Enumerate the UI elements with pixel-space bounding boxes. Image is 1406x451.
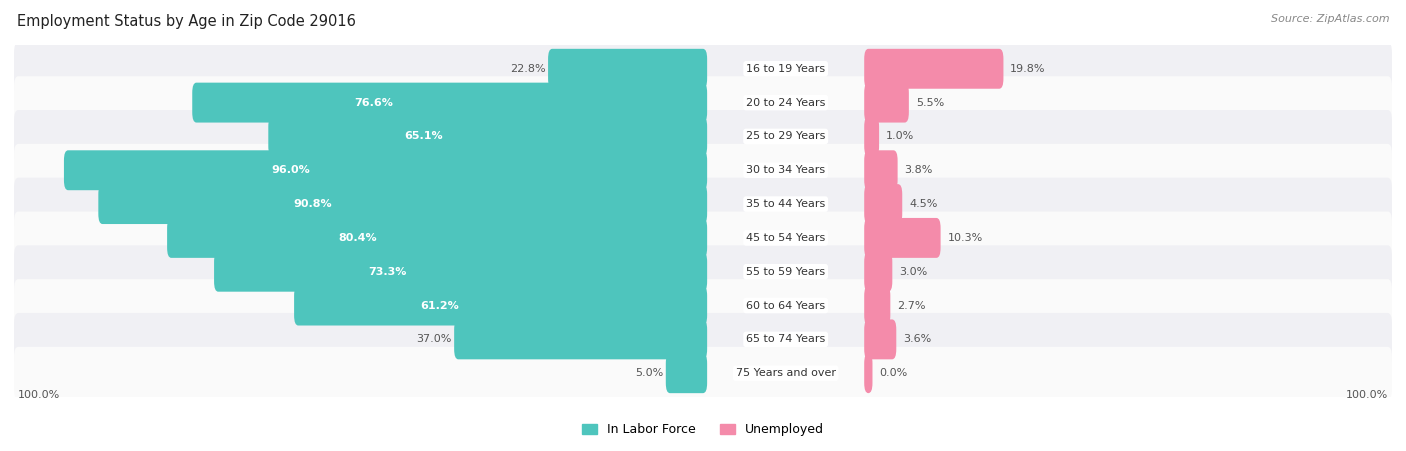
FancyBboxPatch shape [865, 285, 890, 326]
Text: 5.5%: 5.5% [915, 97, 943, 108]
FancyBboxPatch shape [294, 285, 707, 326]
FancyBboxPatch shape [193, 83, 707, 123]
Text: 1.0%: 1.0% [886, 131, 914, 142]
FancyBboxPatch shape [865, 150, 897, 190]
FancyBboxPatch shape [14, 212, 1392, 264]
FancyBboxPatch shape [14, 347, 1392, 400]
FancyBboxPatch shape [98, 184, 707, 224]
FancyBboxPatch shape [865, 319, 896, 359]
Text: 100.0%: 100.0% [1346, 390, 1388, 400]
FancyBboxPatch shape [214, 252, 707, 292]
FancyBboxPatch shape [865, 353, 873, 393]
Text: Source: ZipAtlas.com: Source: ZipAtlas.com [1271, 14, 1389, 23]
Text: Employment Status by Age in Zip Code 29016: Employment Status by Age in Zip Code 290… [17, 14, 356, 28]
Text: 75 Years and over: 75 Years and over [735, 368, 835, 378]
Text: 0.0%: 0.0% [879, 368, 908, 378]
Text: 37.0%: 37.0% [416, 334, 451, 345]
FancyBboxPatch shape [865, 83, 908, 123]
Text: 3.0%: 3.0% [900, 267, 928, 277]
FancyBboxPatch shape [167, 218, 707, 258]
FancyBboxPatch shape [63, 150, 707, 190]
FancyBboxPatch shape [269, 116, 707, 156]
FancyBboxPatch shape [548, 49, 707, 89]
Text: 90.8%: 90.8% [294, 199, 332, 209]
Text: 3.8%: 3.8% [904, 165, 932, 175]
Text: 4.5%: 4.5% [910, 199, 938, 209]
FancyBboxPatch shape [865, 49, 1004, 89]
FancyBboxPatch shape [14, 178, 1392, 230]
Text: 16 to 19 Years: 16 to 19 Years [747, 64, 825, 74]
Text: 61.2%: 61.2% [420, 300, 460, 311]
FancyBboxPatch shape [865, 252, 893, 292]
Text: 80.4%: 80.4% [337, 233, 377, 243]
FancyBboxPatch shape [14, 110, 1392, 163]
Text: 3.6%: 3.6% [903, 334, 931, 345]
FancyBboxPatch shape [865, 218, 941, 258]
FancyBboxPatch shape [454, 319, 707, 359]
Text: 96.0%: 96.0% [271, 165, 309, 175]
FancyBboxPatch shape [865, 184, 903, 224]
FancyBboxPatch shape [14, 144, 1392, 197]
Text: 60 to 64 Years: 60 to 64 Years [747, 300, 825, 311]
Text: 25 to 29 Years: 25 to 29 Years [747, 131, 825, 142]
FancyBboxPatch shape [865, 116, 879, 156]
FancyBboxPatch shape [14, 245, 1392, 298]
Text: 65.1%: 65.1% [404, 131, 443, 142]
Text: 19.8%: 19.8% [1011, 64, 1046, 74]
Text: 5.0%: 5.0% [634, 368, 664, 378]
FancyBboxPatch shape [14, 279, 1392, 332]
FancyBboxPatch shape [14, 313, 1392, 366]
Legend: In Labor Force, Unemployed: In Labor Force, Unemployed [582, 423, 824, 437]
Text: 30 to 34 Years: 30 to 34 Years [747, 165, 825, 175]
Text: 10.3%: 10.3% [948, 233, 983, 243]
Text: 100.0%: 100.0% [18, 390, 60, 400]
Text: 73.3%: 73.3% [368, 267, 408, 277]
Text: 65 to 74 Years: 65 to 74 Years [747, 334, 825, 345]
Text: 20 to 24 Years: 20 to 24 Years [747, 97, 825, 108]
Text: 35 to 44 Years: 35 to 44 Years [747, 199, 825, 209]
FancyBboxPatch shape [666, 353, 707, 393]
Text: 76.6%: 76.6% [354, 97, 394, 108]
Text: 55 to 59 Years: 55 to 59 Years [747, 267, 825, 277]
Text: 45 to 54 Years: 45 to 54 Years [747, 233, 825, 243]
FancyBboxPatch shape [14, 42, 1392, 95]
FancyBboxPatch shape [14, 76, 1392, 129]
Text: 22.8%: 22.8% [510, 64, 546, 74]
Text: 2.7%: 2.7% [897, 300, 925, 311]
